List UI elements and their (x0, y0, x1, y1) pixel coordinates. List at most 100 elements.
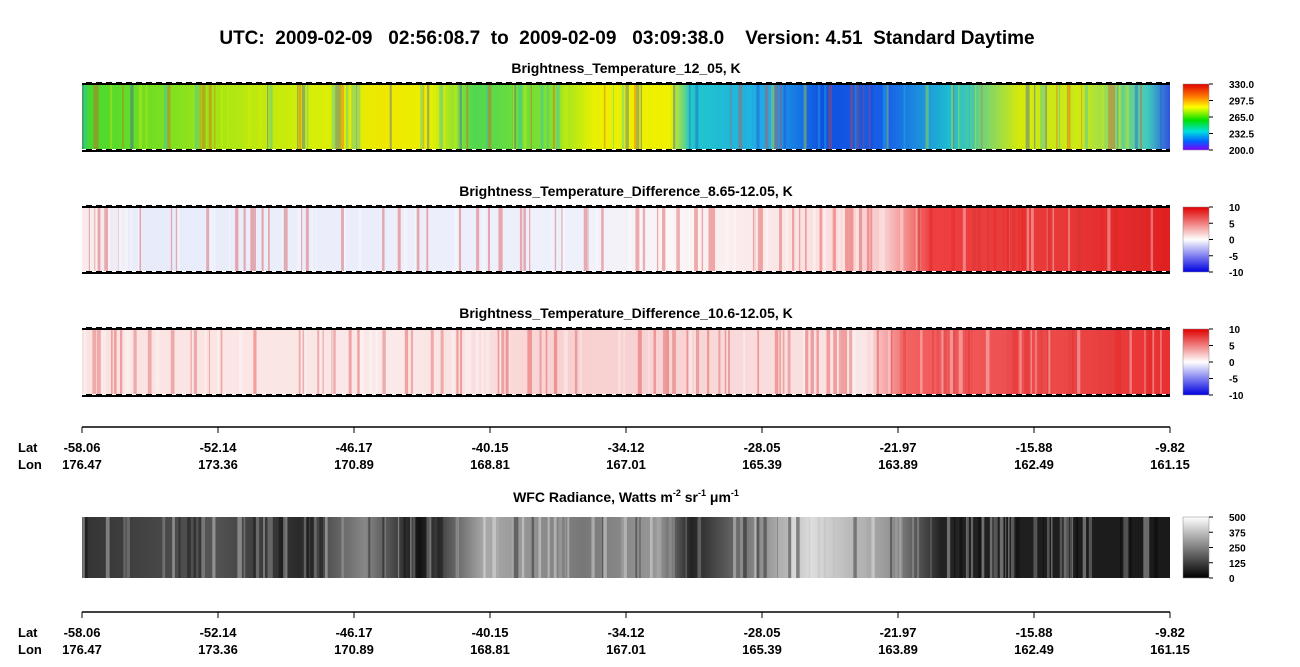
texture-stripe (721, 84, 723, 150)
texture-stripe (981, 517, 985, 578)
dashed-border (82, 149, 1170, 152)
texture-stripe (172, 517, 175, 578)
texture-stripe (803, 84, 807, 150)
texture-stripe (574, 329, 578, 395)
texture-stripe (1129, 329, 1132, 395)
texture-stripe (697, 517, 702, 578)
texture-stripe (130, 207, 133, 272)
texture-stripe (966, 517, 968, 578)
texture-stripe (625, 84, 629, 150)
texture-stripe (119, 329, 123, 395)
texture-stripe (1107, 329, 1112, 395)
texture-stripe (1038, 329, 1042, 395)
texture-stripe (602, 517, 604, 578)
texture-stripe (987, 207, 990, 272)
texture-stripe (345, 84, 349, 150)
texture-stripe (442, 84, 446, 150)
lon-tick-label: 170.89 (334, 457, 374, 472)
texture-stripe (1147, 329, 1150, 395)
texture-stripe (466, 84, 469, 150)
texture-stripe (211, 207, 214, 272)
texture-stripe (636, 84, 640, 150)
texture-stripe (1113, 207, 1116, 272)
texture-stripe (335, 84, 339, 150)
texture-stripe (440, 84, 443, 150)
lat-tick-label: -15.88 (1016, 440, 1053, 455)
texture-stripe (895, 517, 899, 578)
texture-stripe (1082, 517, 1087, 578)
texture-stripe (1047, 517, 1050, 578)
texture-stripe (673, 517, 675, 578)
lon-tick-label: 167.01 (606, 642, 646, 657)
texture-stripe (267, 517, 272, 578)
texture-stripe (1063, 517, 1067, 578)
texture-stripe (558, 517, 563, 578)
texture-stripe (912, 517, 914, 578)
texture-stripe (989, 517, 993, 578)
texture-stripe (212, 517, 216, 578)
texture-stripe (389, 84, 392, 150)
texture-stripe (247, 84, 252, 150)
texture-stripe (1100, 207, 1103, 272)
texture-stripe (529, 329, 532, 395)
lat-tick-label: -9.82 (1155, 440, 1185, 455)
texture-stripe (1111, 84, 1116, 150)
texture-stripe (832, 517, 836, 578)
texture-stripe (787, 329, 791, 395)
texture-stripe (208, 84, 212, 150)
texture-stripe (783, 84, 787, 150)
texture-stripe (727, 329, 730, 395)
texture-stripe (993, 207, 997, 272)
texture-stripe (915, 207, 918, 272)
texture-stripe (145, 84, 148, 150)
texture-stripe (147, 329, 152, 395)
texture-stripe (563, 329, 568, 395)
texture-stripe (1015, 329, 1019, 395)
texture-stripe (487, 84, 492, 150)
texture-stripe (694, 329, 696, 395)
texture-stripe (953, 517, 956, 578)
texture-stripe (1041, 84, 1046, 150)
texture-stripe (303, 517, 307, 578)
texture-stripe (178, 207, 180, 272)
texture-stripe (306, 84, 309, 150)
texture-stripe (1143, 517, 1147, 578)
texture-stripe (1034, 84, 1036, 150)
texture-stripe (640, 207, 643, 272)
image (82, 84, 1170, 150)
lon-axis-label: Lon (18, 642, 42, 657)
lat-tick-label: -28.05 (744, 625, 781, 640)
texture-stripe (819, 207, 823, 272)
dashed-border (82, 271, 1170, 274)
texture-stripe (439, 84, 443, 150)
texture-stripe (981, 84, 983, 150)
texture-stripe (812, 207, 816, 272)
texture-stripe (505, 329, 509, 395)
texture-stripe (879, 207, 882, 272)
texture-stripe (540, 84, 544, 150)
texture-stripe (123, 517, 126, 578)
texture-stripe (662, 329, 666, 395)
texture-stripe (397, 207, 401, 272)
texture-stripe (538, 517, 542, 578)
texture-stripe (621, 84, 625, 150)
lon-tick-label: 176.47 (62, 642, 102, 657)
texture-stripe (952, 329, 956, 395)
texture-stripe (1145, 517, 1148, 578)
texture-stripe (562, 84, 567, 150)
texture-stripe (319, 329, 321, 395)
texture-stripe (113, 329, 117, 395)
panel-title: Brightness_Temperature_12_05, K (511, 60, 740, 76)
colorbar (1182, 328, 1210, 396)
texture-stripe (497, 329, 500, 395)
texture-stripe (228, 207, 231, 272)
texture-stripe (876, 329, 879, 395)
texture-stripe (695, 329, 700, 395)
texture-stripe (314, 517, 317, 578)
texture-stripe (778, 207, 783, 272)
texture-stripe (932, 329, 934, 395)
texture-stripe (838, 329, 843, 395)
texture-stripe (269, 517, 273, 578)
texture-stripe (639, 517, 641, 578)
